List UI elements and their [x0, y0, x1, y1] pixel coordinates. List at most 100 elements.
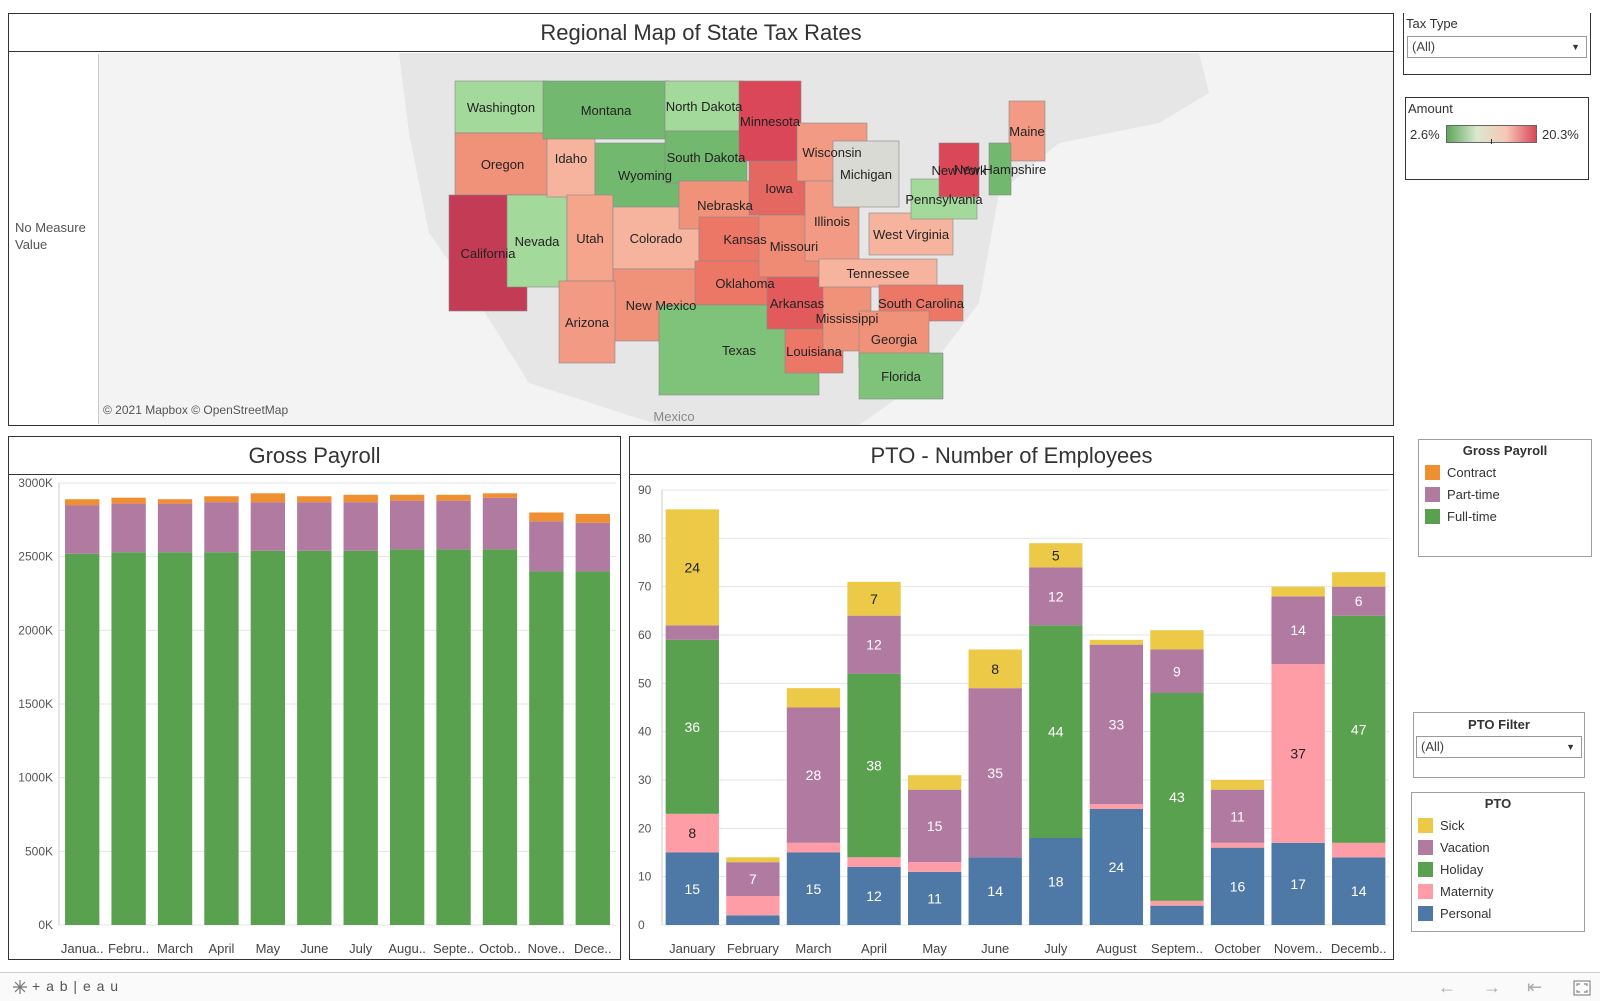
bar-sick[interactable]: [968, 649, 1022, 689]
state-michigan[interactable]: [832, 140, 900, 208]
bar-full-time[interactable]: [65, 553, 100, 925]
payroll-legend-item-full-time[interactable]: Full-time: [1425, 508, 1497, 526]
bar-maternity[interactable]: [665, 813, 719, 853]
pto-legend-item-sick[interactable]: Sick: [1418, 817, 1465, 835]
bar-sick[interactable]: [1271, 586, 1325, 597]
bar-full-time[interactable]: [575, 571, 610, 925]
bar-part-time[interactable]: [529, 521, 564, 572]
undo-button[interactable]: ←: [1438, 977, 1456, 997]
bar-maternity[interactable]: [1089, 804, 1144, 809]
state-maine[interactable]: [1008, 100, 1046, 162]
bar-full-time[interactable]: [436, 549, 471, 925]
bar-sick[interactable]: [665, 509, 719, 626]
bar-maternity[interactable]: [1150, 900, 1204, 906]
bar-vacation[interactable]: [665, 625, 719, 640]
bar-full-time[interactable]: [204, 552, 239, 925]
bar-contract[interactable]: [436, 494, 471, 501]
bar-sick[interactable]: [1150, 630, 1204, 650]
state-new-hampshire[interactable]: [988, 142, 1012, 196]
fullscreen-icon[interactable]: [1573, 980, 1591, 996]
bar-maternity[interactable]: [907, 862, 962, 872]
bar-full-time[interactable]: [482, 549, 518, 925]
state-tennessee[interactable]: [818, 258, 938, 288]
bar-personal[interactable]: [968, 857, 1022, 925]
state-oregon[interactable]: [454, 132, 551, 196]
bar-personal[interactable]: [726, 915, 780, 925]
tax-type-dropdown[interactable]: (All) ▼: [1407, 36, 1587, 58]
bar-full-time[interactable]: [343, 550, 378, 925]
pto-legend-item-maternity[interactable]: Maternity: [1418, 883, 1493, 901]
bar-contract[interactable]: [250, 493, 286, 503]
bar-contract[interactable]: [157, 499, 193, 504]
state-arizona[interactable]: [558, 280, 616, 364]
bar-contract[interactable]: [297, 496, 332, 503]
bar-sick[interactable]: [1029, 543, 1083, 568]
bar-vacation[interactable]: [1089, 644, 1144, 805]
bar-personal[interactable]: [1210, 847, 1265, 925]
bar-part-time[interactable]: [65, 505, 100, 554]
bar-holiday[interactable]: [1332, 615, 1386, 843]
bar-sick[interactable]: [847, 581, 901, 616]
bar-full-time[interactable]: [111, 552, 146, 925]
bar-contract[interactable]: [529, 512, 564, 522]
revert-button[interactable]: ⇤: [1527, 977, 1543, 997]
state-florida[interactable]: [858, 352, 944, 400]
bar-holiday[interactable]: [1029, 625, 1083, 838]
bar-full-time[interactable]: [389, 549, 425, 925]
state-nevada[interactable]: [506, 194, 568, 288]
pto-legend-item-vacation[interactable]: Vacation: [1418, 839, 1490, 857]
bar-sick[interactable]: [1332, 572, 1386, 587]
payroll-legend-item-part-time[interactable]: Part-time: [1425, 486, 1500, 504]
bar-maternity[interactable]: [726, 896, 780, 916]
bar-holiday[interactable]: [847, 673, 901, 858]
bar-maternity[interactable]: [1210, 842, 1265, 848]
bar-contract[interactable]: [204, 496, 239, 503]
bar-holiday[interactable]: [1150, 693, 1204, 901]
bar-part-time[interactable]: [250, 502, 286, 551]
bar-part-time[interactable]: [157, 503, 193, 553]
bar-contract[interactable]: [575, 513, 610, 523]
pto-legend-item-holiday[interactable]: Holiday: [1418, 861, 1483, 879]
bar-sick[interactable]: [726, 857, 780, 863]
bar-contract[interactable]: [389, 494, 425, 501]
bar-contract[interactable]: [343, 494, 378, 503]
bar-personal[interactable]: [1029, 838, 1083, 925]
bar-personal[interactable]: [665, 852, 719, 926]
state-new-york[interactable]: [938, 142, 980, 198]
bar-sick[interactable]: [1210, 780, 1265, 790]
bar-contract[interactable]: [65, 499, 100, 506]
bar-contract[interactable]: [111, 497, 146, 504]
bar-contract[interactable]: [482, 493, 518, 498]
bar-maternity[interactable]: [1271, 664, 1325, 843]
bar-part-time[interactable]: [482, 497, 518, 550]
bar-full-time[interactable]: [157, 552, 193, 925]
bar-personal[interactable]: [1150, 905, 1204, 925]
bar-sick[interactable]: [907, 775, 962, 790]
bar-personal[interactable]: [1332, 857, 1386, 925]
bar-part-time[interactable]: [436, 500, 471, 550]
payroll-legend-item-contract[interactable]: Contract: [1425, 464, 1496, 482]
bar-vacation[interactable]: [1210, 789, 1265, 843]
pto-filter-dropdown[interactable]: (All) ▼: [1416, 736, 1582, 758]
bar-vacation[interactable]: [726, 862, 780, 896]
state-minnesota[interactable]: [738, 80, 802, 162]
bar-vacation[interactable]: [786, 707, 841, 843]
bar-personal[interactable]: [1271, 842, 1325, 925]
bar-personal[interactable]: [907, 871, 962, 925]
state-utah[interactable]: [566, 194, 614, 282]
bar-maternity[interactable]: [847, 857, 901, 867]
bar-sick[interactable]: [786, 688, 841, 708]
pto-legend-item-personal[interactable]: Personal: [1418, 905, 1491, 923]
bar-vacation[interactable]: [968, 688, 1022, 858]
bar-vacation[interactable]: [907, 789, 962, 863]
bar-vacation[interactable]: [1271, 596, 1325, 664]
state-south-dakota[interactable]: [664, 130, 748, 184]
bar-sick[interactable]: [1089, 639, 1144, 645]
bar-personal[interactable]: [847, 867, 901, 925]
bar-full-time[interactable]: [250, 550, 286, 925]
bar-part-time[interactable]: [111, 503, 146, 553]
state-west-virginia[interactable]: [868, 212, 954, 256]
bar-vacation[interactable]: [1150, 649, 1204, 694]
bar-vacation[interactable]: [1332, 586, 1386, 616]
